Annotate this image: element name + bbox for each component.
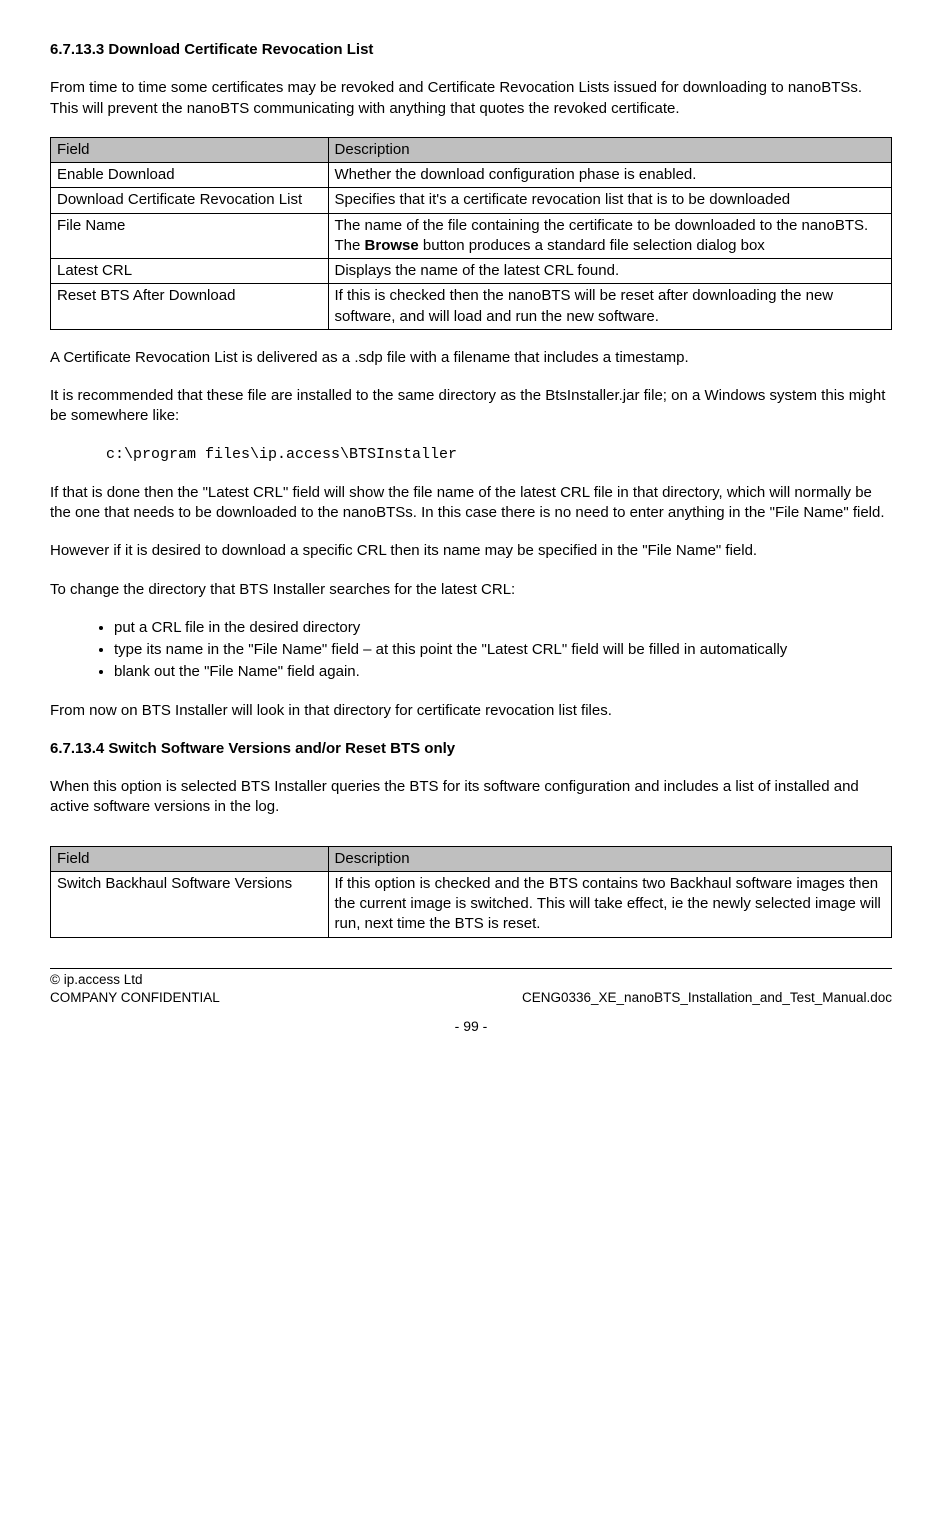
table-row: Enable Download Whether the download con… (51, 163, 892, 188)
list-item: type its name in the "File Name" field –… (114, 640, 892, 660)
page-number: - 99 - (50, 1017, 892, 1036)
paragraph: From now on BTS Installer will look in t… (50, 701, 892, 721)
intro-paragraph: From time to time some certificates may … (50, 78, 892, 119)
list-item: blank out the "File Name" field again. (114, 662, 892, 682)
table-header-row: Field Description (51, 137, 892, 162)
table-row: Reset BTS After Download If this is chec… (51, 284, 892, 330)
section-heading: 6.7.13.3 Download Certificate Revocation… (50, 40, 892, 60)
intro-paragraph: When this option is selected BTS Install… (50, 777, 892, 818)
footer-rule (50, 968, 892, 969)
header-field: Field (51, 137, 329, 162)
desc-cell: Displays the name of the latest CRL foun… (328, 259, 891, 284)
header-description: Description (328, 137, 891, 162)
header-field: Field (51, 846, 329, 871)
header-description: Description (328, 846, 891, 871)
list-item: put a CRL file in the desired directory (114, 618, 892, 638)
field-cell: Download Certificate Revocation List (51, 188, 329, 213)
desc-cell: Specifies that it's a certificate revoca… (328, 188, 891, 213)
table-row: File Name The name of the file containin… (51, 213, 892, 259)
desc-cell: If this is checked then the nanoBTS will… (328, 284, 891, 330)
crl-fields-table: Field Description Enable Download Whethe… (50, 137, 892, 330)
field-cell: Enable Download (51, 163, 329, 188)
code-path: c:\program files\ip.access\BTSInstaller (106, 445, 892, 465)
desc-cell: The name of the file containing the cert… (328, 213, 891, 259)
desc-post: button produces a standard file selectio… (419, 237, 765, 254)
table-row: Latest CRL Displays the name of the late… (51, 259, 892, 284)
section-heading: 6.7.13.4 Switch Software Versions and/or… (50, 739, 892, 759)
field-cell: Reset BTS After Download (51, 284, 329, 330)
footer-line: COMPANY CONFIDENTIAL CENG0336_XE_nanoBTS… (50, 989, 892, 1007)
field-cell: Switch Backhaul Software Versions (51, 871, 329, 937)
paragraph: If that is done then the "Latest CRL" fi… (50, 483, 892, 524)
field-cell: Latest CRL (51, 259, 329, 284)
desc-cell: If this option is checked and the BTS co… (328, 871, 891, 937)
bullet-list: put a CRL file in the desired directory … (50, 618, 892, 683)
footer-confidential: COMPANY CONFIDENTIAL (50, 989, 220, 1007)
footer-docname: CENG0336_XE_nanoBTS_Installation_and_Tes… (522, 989, 892, 1007)
table-row: Download Certificate Revocation List Spe… (51, 188, 892, 213)
paragraph: However if it is desired to download a s… (50, 541, 892, 561)
footer-copyright: © ip.access Ltd (50, 971, 892, 989)
desc-bold: Browse (365, 237, 419, 254)
switch-fields-table: Field Description Switch Backhaul Softwa… (50, 846, 892, 938)
paragraph: It is recommended that these file are in… (50, 386, 892, 427)
paragraph: To change the directory that BTS Install… (50, 580, 892, 600)
table-row: Switch Backhaul Software Versions If thi… (51, 871, 892, 937)
table-header-row: Field Description (51, 846, 892, 871)
desc-cell: Whether the download configuration phase… (328, 163, 891, 188)
paragraph: A Certificate Revocation List is deliver… (50, 348, 892, 368)
field-cell: File Name (51, 213, 329, 259)
